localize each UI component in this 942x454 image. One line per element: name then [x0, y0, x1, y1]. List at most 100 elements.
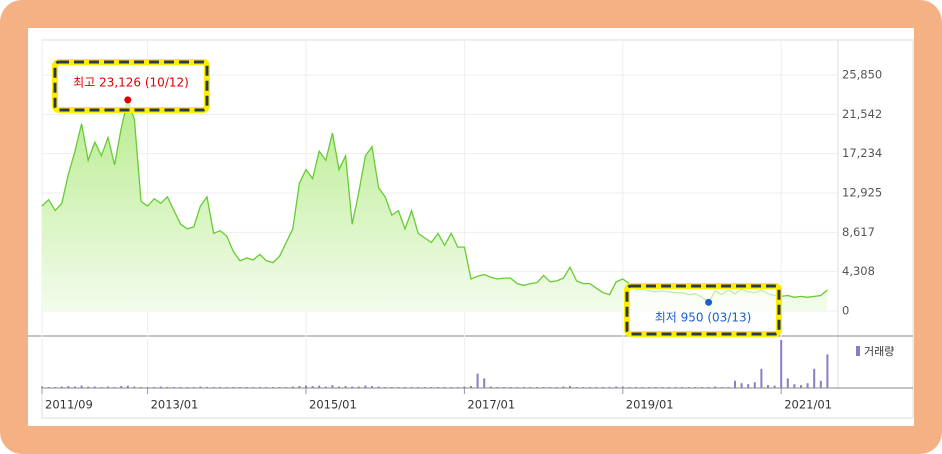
volume-bar [542, 387, 545, 388]
volume-bar [225, 387, 228, 388]
volume-bar [67, 386, 70, 388]
annotation-text: 최저 950 (03/13) [655, 311, 752, 325]
volume-bar [357, 386, 360, 388]
volume-bar [615, 386, 618, 388]
volume-bar [351, 386, 354, 388]
volume-bar [773, 385, 776, 388]
volume-bar [298, 386, 301, 388]
legend-swatch [856, 346, 860, 356]
volume-bar [430, 387, 433, 388]
volume-bar [423, 387, 426, 388]
x-tick-label: 2013/01 [151, 398, 199, 412]
volume-bar [179, 387, 182, 388]
volume-bar [522, 387, 525, 388]
volume-bar [681, 387, 684, 388]
y-tick-label: 17,234 [842, 146, 882, 160]
volume-bar [364, 385, 367, 388]
volume-bar [483, 378, 486, 388]
volume-bar [806, 383, 809, 388]
y-tick-label: 4,308 [842, 264, 875, 278]
volume-bar [146, 387, 149, 388]
volume-bar [641, 387, 644, 388]
volume-bar [87, 386, 90, 388]
volume-bar [450, 387, 453, 388]
volume-bar [437, 387, 439, 388]
volume-bar [258, 387, 261, 388]
price-area [42, 99, 828, 312]
volume-bar [489, 386, 492, 388]
volume-bar [555, 387, 558, 388]
volume-bar [311, 386, 314, 388]
volume-bar [516, 387, 519, 388]
volume-bar [100, 387, 103, 388]
volume-bar [252, 387, 255, 388]
volume-bar [635, 387, 637, 388]
volume-bar [265, 387, 268, 388]
volume-bar [503, 387, 505, 388]
annotation-dash [625, 284, 781, 336]
volume-bar [232, 387, 235, 388]
volume-bar [291, 386, 294, 388]
volume-bar [384, 387, 387, 388]
volume-bar [443, 387, 446, 388]
volume-bar [126, 385, 129, 388]
volume-bar [344, 386, 347, 388]
volume-bar [674, 387, 677, 388]
volume-bar [621, 386, 624, 388]
volume-bar [529, 387, 532, 388]
volume-bar [608, 387, 611, 388]
volume-bar [133, 386, 136, 388]
volume-bar [272, 387, 274, 388]
volume-bar [212, 387, 215, 388]
volume-bar [456, 387, 459, 388]
volume-bar [41, 386, 43, 388]
volume-bar [714, 386, 717, 388]
volume-bar [509, 387, 512, 388]
volume-bar [569, 386, 571, 388]
volume-bar [93, 386, 96, 388]
volume-bar [417, 387, 420, 388]
volume-bar [159, 386, 162, 388]
volume-bar [140, 387, 142, 388]
volume-bar [390, 387, 393, 388]
volume-bar [595, 387, 598, 388]
volume-bar [239, 387, 241, 388]
volume-bar [47, 387, 50, 388]
volume-bar [331, 385, 334, 388]
legend-label: 거래량 [864, 345, 894, 358]
volume-bar [694, 387, 697, 388]
x-tick-label: 2021/01 [784, 398, 832, 412]
volume-bar [199, 386, 202, 388]
x-tick-label: 2017/01 [467, 398, 515, 412]
volume-bar [410, 387, 413, 388]
volume-bar [404, 387, 406, 388]
volume-bar [701, 387, 703, 388]
annotation-dash [53, 60, 209, 112]
volume-bar [819, 380, 822, 388]
volume-bar [397, 387, 400, 388]
annotation-dot [124, 96, 132, 104]
volume-bar [54, 387, 57, 388]
volume-bar [305, 385, 307, 388]
volume-bar [192, 387, 195, 388]
volume-bar [648, 387, 651, 388]
volume-bar [120, 386, 123, 388]
y-tick-label: 8,617 [842, 225, 875, 239]
volume-bar [786, 378, 789, 388]
volume-bar [496, 387, 499, 388]
y-tick-label: 0 [842, 304, 849, 318]
volume-bar [582, 387, 585, 388]
volume-bar [562, 386, 565, 388]
x-tick-label: 2019/01 [626, 398, 674, 412]
volume-bar [377, 386, 380, 388]
volume-bar [324, 386, 327, 388]
volume-bar [780, 340, 783, 388]
volume-bar [720, 387, 723, 388]
volume-bar [153, 387, 156, 388]
volume-bar [687, 387, 690, 388]
volume-bar [166, 387, 169, 388]
y-tick-label: 25,850 [842, 68, 882, 82]
